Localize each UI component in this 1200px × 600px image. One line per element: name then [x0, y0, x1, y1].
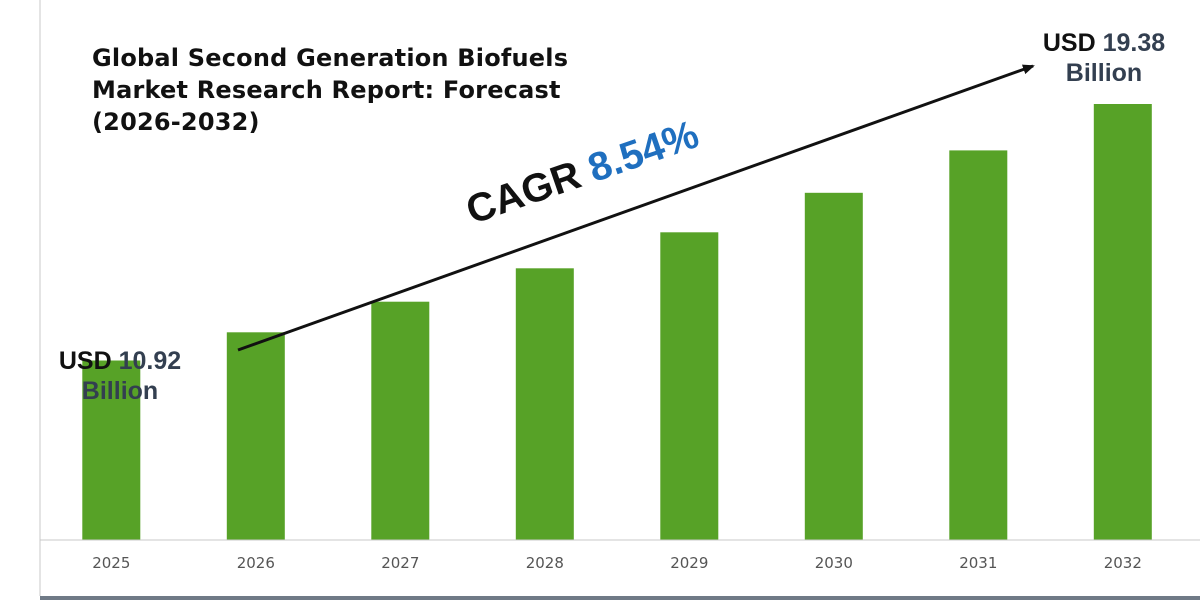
bottom-rule: [40, 596, 1200, 600]
x-tick-2026: 2026: [237, 554, 275, 572]
bar-2025: [82, 360, 141, 540]
x-tick-2032: 2032: [1104, 554, 1142, 572]
title-line-1: Global Second Generation Biofuels: [92, 44, 569, 72]
bar-2030: [804, 192, 863, 541]
bar-2028: [515, 268, 574, 540]
title-line-3: (2026-2032): [92, 108, 260, 136]
title-line-2: Market Research Report: Forecast: [92, 76, 561, 104]
x-tick-2025: 2025: [92, 554, 130, 572]
x-tick-2030: 2030: [815, 554, 853, 572]
x-tick-2027: 2027: [381, 554, 419, 572]
start-value-unit: Billion: [81, 377, 159, 405]
start-value-number: 10.92: [118, 347, 182, 375]
end-value-label: USD 19.38 Billion: [1024, 28, 1184, 88]
x-tick-2029: 2029: [670, 554, 708, 572]
bar-2029: [660, 232, 719, 541]
start-value-label: USD 10.92 Billion: [40, 346, 200, 406]
bar-2032: [1093, 104, 1152, 540]
end-value-number: 19.38: [1102, 29, 1166, 57]
end-value-prefix: USD: [1042, 29, 1096, 57]
start-value-prefix: USD: [58, 347, 112, 375]
bar-2026: [226, 332, 285, 540]
x-tick-labels: 2025 2026 2027 2028 2029 2030 2031 2032: [92, 554, 1142, 572]
x-tick-2031: 2031: [959, 554, 997, 572]
cagr-arrow: [237, 64, 1035, 352]
x-tick-2028: 2028: [526, 554, 564, 572]
bar-2031: [949, 150, 1008, 540]
bars: [82, 104, 1152, 541]
end-value-unit: Billion: [1065, 59, 1143, 87]
bar-2027: [371, 301, 430, 540]
chart-title: Global Second Generation Biofuels Market…: [92, 42, 568, 138]
